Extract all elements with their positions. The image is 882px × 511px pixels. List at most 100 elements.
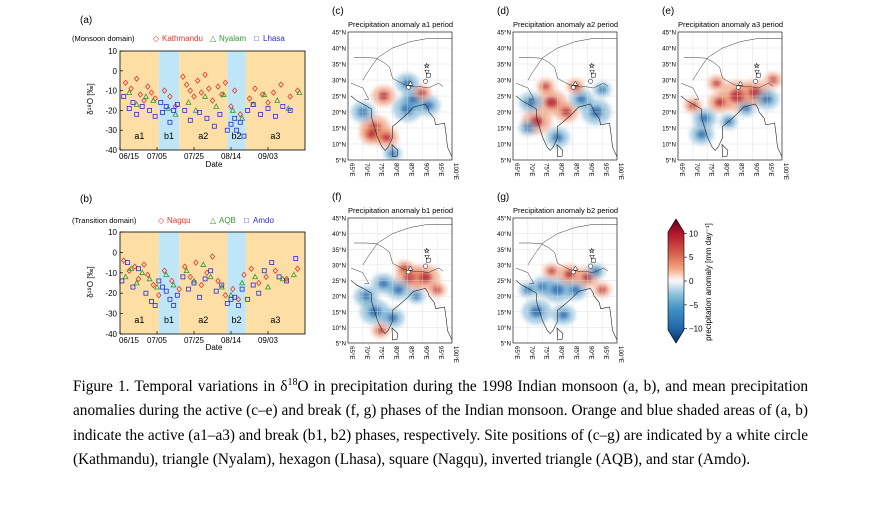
map-panel-c: (c) Precipitation anomaly a1 period ☆5°N…	[332, 6, 459, 180]
nagqu-point	[182, 263, 188, 270]
anomaly-core	[422, 101, 434, 111]
lat-tick-label: 20°N	[497, 294, 511, 301]
legend-marker: ◇	[158, 216, 165, 225]
nagqu-marker	[425, 257, 431, 263]
anomaly-core	[376, 327, 385, 334]
period-label: b1	[164, 315, 174, 325]
colorbar-tick-label: 0	[689, 277, 694, 286]
lat-tick-label: 5°N	[501, 158, 511, 165]
lat-tick-label: 35°N	[497, 247, 511, 254]
kathmandu-point	[206, 85, 212, 92]
aqb-point	[200, 261, 207, 267]
lat-tick-label: 20°N	[662, 110, 676, 117]
x-tick-label: 07/05	[147, 152, 168, 161]
legend-label: Nagqu	[167, 216, 191, 225]
amdo-point	[269, 260, 275, 266]
y-tick-label: 0	[113, 248, 118, 257]
map-title: Precipitation anomaly b1 period	[348, 206, 453, 215]
anomaly-core	[696, 129, 708, 139]
legend-label: Kathmandu	[162, 34, 203, 43]
period-shading	[120, 51, 305, 150]
lhasa-point	[167, 119, 173, 125]
kathmandu-point	[278, 81, 284, 88]
kathmandu-marker	[571, 269, 576, 275]
nyalam-marker	[407, 80, 414, 86]
amdo-point	[160, 284, 165, 290]
lon-tick-label: 85°E	[407, 346, 414, 359]
y-tick-label: -10	[105, 269, 117, 278]
lat-tick-label: 15°N	[332, 126, 346, 133]
lhasa-point	[126, 106, 132, 111]
lon-tick-label: 70°E	[363, 163, 370, 176]
kathmandu-point	[180, 73, 186, 80]
nyalam-marker	[407, 265, 414, 271]
lhasa-point	[204, 115, 210, 121]
map-axis-ticks: 5°N 10°N 15°N 20°N 25°N 30°N 35°N 40°N 45°N 65°E 7…	[332, 30, 459, 180]
kathmandu-point	[265, 99, 271, 106]
map-panel-g: (g) Precipitation anomaly b2 period ☆5°N…	[497, 192, 624, 363]
y-tick-label: -20	[105, 106, 117, 115]
nagqu-point	[256, 279, 262, 287]
period-label: a1	[134, 315, 144, 325]
anomaly-core	[558, 310, 569, 320]
nyalam-point	[296, 89, 303, 95]
nyalam-point	[192, 107, 199, 113]
lat-tick-label: 20°N	[497, 110, 511, 117]
period-a3-band	[245, 51, 305, 150]
period-labels: a1 b1 a2 b2 a3	[134, 131, 280, 141]
map-axis-ticks: 5°N 10°N 15°N 20°N 25°N 30°N 35°N 40°N 45°N 65°E 7…	[332, 216, 459, 363]
anomaly-core	[547, 267, 556, 275]
lon-tick-label: 90°E	[422, 163, 429, 176]
site-markers: ☆	[406, 62, 431, 90]
sri-lanka-outline	[721, 143, 729, 158]
kathmandu-point	[167, 93, 173, 100]
period-a2-band	[179, 232, 228, 334]
kathmandu-point	[228, 103, 234, 110]
nagqu-point	[135, 275, 142, 283]
lat-tick-label: 30°N	[662, 78, 676, 85]
coastline	[350, 280, 452, 341]
anomaly-core	[378, 279, 390, 288]
lhasa-point	[237, 119, 243, 125]
map-panel-label: (c)	[332, 6, 344, 17]
lon-tick-label: 80°E	[393, 163, 400, 176]
period-labels: a1 b1 a2 b2 a3	[134, 315, 280, 325]
kathmandu-point	[252, 85, 258, 92]
aqb-marker	[424, 69, 430, 75]
amdo-point	[261, 268, 267, 274]
lon-tick-label: 80°E	[723, 163, 730, 176]
lat-tick-label: 30°N	[332, 78, 346, 85]
y-axis-ticks: 10 0 -10 -20 -30 -40	[105, 47, 123, 155]
amdo-point	[235, 303, 241, 308]
country-border	[353, 242, 444, 273]
amdo-point	[180, 274, 186, 280]
aqb-point	[251, 273, 259, 280]
panel-a-domain-label: (Monsoon domain)	[72, 34, 135, 43]
lon-tick-label: 80°E	[558, 163, 565, 176]
aqb-point	[239, 279, 246, 286]
period-label: a2	[198, 315, 208, 325]
y-tick-label: 10	[108, 228, 117, 237]
period-label: b1	[164, 131, 174, 141]
aqb-point	[207, 273, 214, 280]
figure-1: (a) (Monsoon domain) ◇ Kathmandu △ Nyala…	[72, 6, 789, 363]
map-title: Precipitation anomaly a2 period	[513, 20, 618, 29]
kathmandu-marker	[406, 269, 411, 275]
caption-body: O in precipitation during the 1998 India…	[73, 378, 809, 468]
aqb-point	[133, 279, 140, 286]
map-panel-f: (f) Precipitation anomaly b1 period ☆5°N…	[332, 192, 459, 363]
coastline	[515, 280, 617, 341]
lat-tick-label: 40°N	[332, 231, 346, 238]
amdo-point	[171, 303, 177, 308]
colorbar-tick-label: −10	[689, 325, 703, 334]
y-tick-label: -30	[105, 126, 117, 135]
nyalam-point	[274, 97, 281, 103]
nagqu-marker	[590, 257, 596, 263]
map-axis-ticks: 5°N 10°N 15°N 20°N 25°N 30°N 35°N 40°N 45°N 65°E 7…	[497, 216, 624, 363]
figure-caption: Figure 1. Temporal variations in δ18O in…	[73, 371, 808, 472]
map-panel-d: (d) Precipitation anomaly a2 period ☆5°N…	[497, 6, 624, 180]
colorbar-tick-label: −5	[689, 301, 699, 310]
lat-tick-label: 45°N	[497, 216, 511, 223]
amdo-point	[191, 280, 197, 286]
x-tick-label: 08/14	[221, 152, 242, 161]
